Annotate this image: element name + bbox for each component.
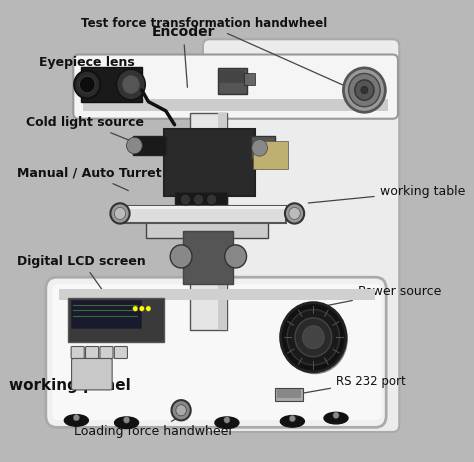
Circle shape (287, 310, 339, 365)
Circle shape (302, 326, 324, 349)
Circle shape (170, 245, 192, 268)
Ellipse shape (64, 415, 88, 426)
Ellipse shape (215, 417, 239, 429)
Circle shape (285, 203, 304, 224)
Circle shape (73, 414, 80, 421)
Circle shape (361, 86, 368, 94)
Bar (277, 389, 301, 398)
Circle shape (281, 303, 346, 372)
Circle shape (74, 71, 100, 98)
Bar (59, 289, 375, 300)
Circle shape (333, 412, 339, 419)
Text: Cold light source: Cold light source (26, 116, 144, 140)
Text: Manual / Auto Turret: Manual / Auto Turret (18, 167, 162, 191)
Circle shape (283, 305, 348, 374)
Bar (174, 192, 227, 208)
FancyBboxPatch shape (114, 346, 128, 359)
Circle shape (117, 69, 146, 100)
Bar (133, 136, 166, 155)
Circle shape (172, 400, 191, 420)
Text: Loading force handwheel: Loading force handwheel (74, 417, 232, 438)
FancyBboxPatch shape (100, 346, 113, 359)
Bar (68, 298, 164, 342)
Circle shape (289, 207, 300, 219)
Bar (253, 141, 288, 169)
Circle shape (193, 194, 204, 205)
Circle shape (289, 415, 295, 422)
Bar (218, 113, 227, 330)
Text: working panel: working panel (9, 372, 130, 393)
Ellipse shape (324, 413, 348, 424)
Circle shape (180, 194, 191, 205)
Bar (71, 300, 140, 328)
Bar (183, 231, 234, 284)
Circle shape (252, 140, 267, 156)
Circle shape (80, 76, 95, 93)
Circle shape (224, 417, 230, 423)
Bar (275, 388, 303, 401)
Bar (124, 206, 286, 209)
Circle shape (146, 306, 151, 311)
Text: Eyepiece lens: Eyepiece lens (39, 56, 135, 97)
Bar (146, 213, 268, 238)
Circle shape (139, 306, 145, 311)
Circle shape (295, 318, 332, 357)
FancyBboxPatch shape (207, 44, 397, 430)
Text: Digital LCD screen: Digital LCD screen (18, 255, 146, 291)
Ellipse shape (115, 417, 138, 429)
Bar (219, 70, 244, 82)
FancyBboxPatch shape (46, 277, 386, 427)
Circle shape (355, 80, 374, 100)
Text: Power source: Power source (321, 285, 441, 307)
FancyBboxPatch shape (203, 39, 399, 432)
Circle shape (124, 417, 129, 423)
Circle shape (349, 73, 380, 107)
Bar (164, 129, 255, 196)
FancyBboxPatch shape (73, 55, 398, 119)
Circle shape (133, 306, 138, 311)
Ellipse shape (281, 416, 304, 427)
Text: working table: working table (308, 185, 465, 203)
Text: Encoder: Encoder (152, 25, 215, 87)
Bar (124, 206, 286, 223)
Circle shape (176, 405, 186, 416)
Circle shape (127, 137, 142, 154)
Bar (251, 136, 275, 159)
Bar (245, 73, 255, 85)
Bar (218, 68, 246, 94)
Bar (81, 67, 142, 102)
FancyBboxPatch shape (85, 346, 99, 359)
FancyBboxPatch shape (71, 346, 84, 359)
Bar (190, 113, 227, 330)
Circle shape (344, 68, 385, 112)
Circle shape (225, 245, 246, 268)
Circle shape (206, 194, 217, 205)
FancyBboxPatch shape (72, 359, 112, 390)
Text: Test force transformation handwheel: Test force transformation handwheel (81, 17, 346, 87)
Text: RS 232 port: RS 232 port (295, 375, 406, 395)
Circle shape (114, 207, 126, 219)
FancyBboxPatch shape (52, 284, 382, 420)
Circle shape (122, 75, 140, 94)
Circle shape (110, 203, 129, 224)
Bar (83, 99, 388, 111)
